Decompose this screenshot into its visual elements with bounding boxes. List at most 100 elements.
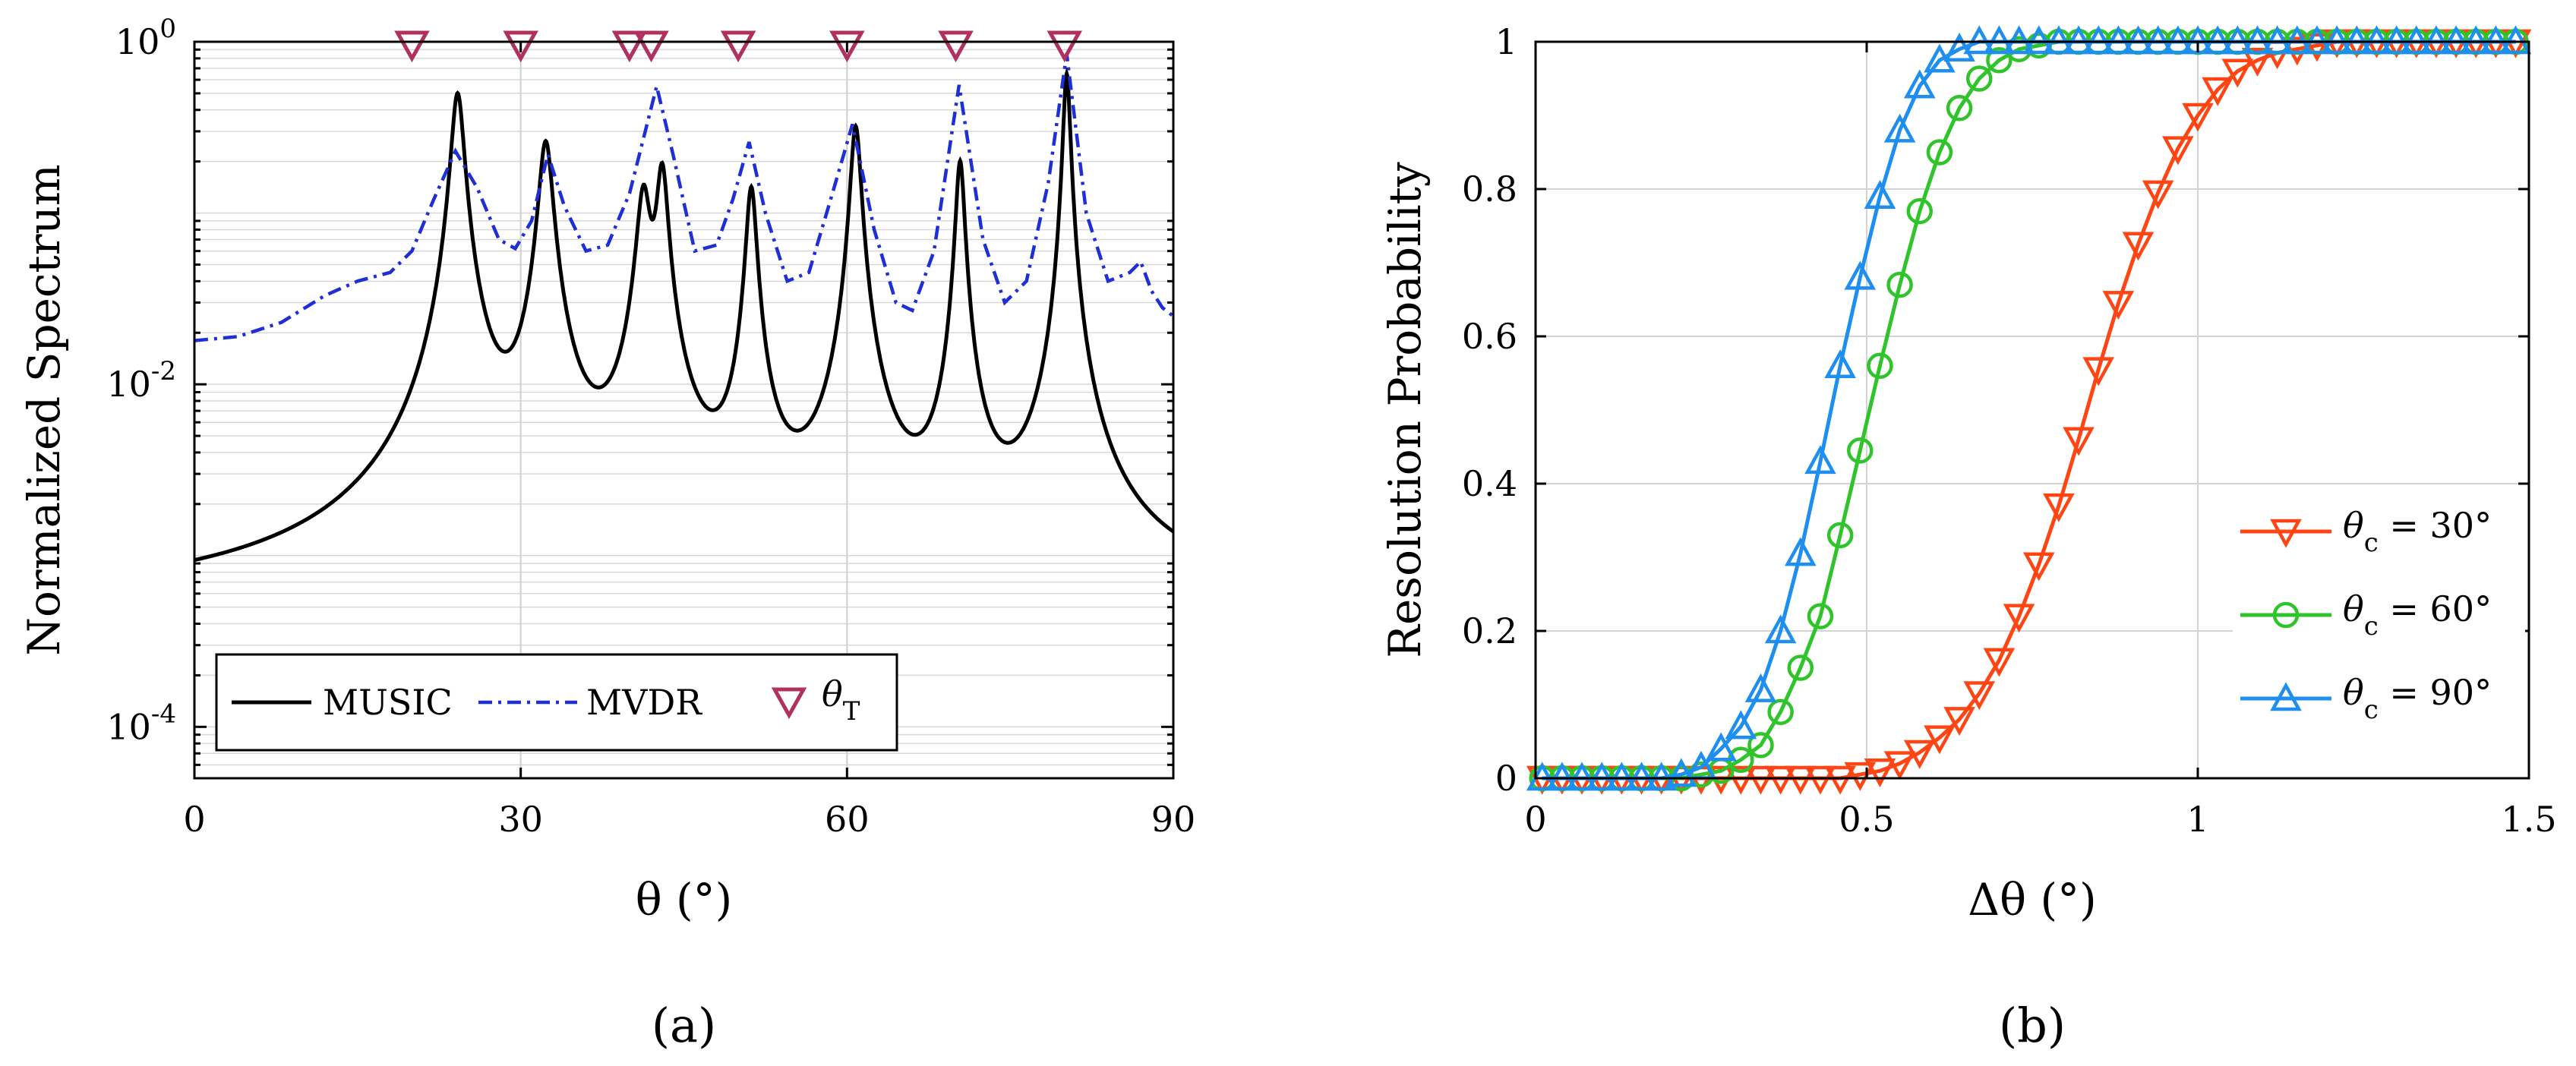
true-angle-marker (633, 30, 669, 63)
true-angle-marker (611, 30, 648, 63)
legend-theta-label: θT (822, 673, 860, 727)
legend-label-rest: = 60° (2379, 588, 2492, 629)
y-tick-base: 10 (106, 706, 151, 747)
data-point (2082, 357, 2114, 386)
data-point (1807, 603, 1834, 629)
data-point (1785, 537, 1817, 566)
x-tick-label: 0 (183, 799, 205, 840)
data-point (2102, 291, 2135, 320)
data-point (1864, 758, 1896, 787)
data-point (1926, 139, 1953, 166)
data-point (1847, 437, 1874, 464)
legend-label: θc = 60° (2343, 588, 2492, 642)
data-point (2221, 58, 2254, 88)
data-point (1886, 271, 1913, 298)
data-point (2022, 552, 2055, 582)
data-point (2043, 493, 2075, 522)
x-tick-label: 1.5 (2501, 799, 2556, 840)
data-point (1983, 648, 2016, 677)
tick-marks (1534, 40, 2530, 780)
data-point (1963, 681, 1996, 711)
x-tick-label: 1 (2186, 799, 2208, 840)
y-tick-label: 0.8 (1462, 169, 1517, 210)
legend-theta-sub: T (843, 696, 860, 727)
data-point (2202, 77, 2233, 106)
data-point (1844, 260, 1877, 290)
data-point (1826, 522, 1854, 549)
legend-label-sub: c (2364, 611, 2379, 642)
data-point (1943, 707, 1975, 736)
y-axis-label: Resolution Probability (1379, 162, 1431, 658)
y-tick-exponent: 0 (159, 14, 176, 44)
data-point (1943, 33, 1975, 62)
data-point (1924, 725, 1956, 755)
y-tick-label: 0 (1495, 758, 1517, 799)
data-point (2182, 102, 2214, 132)
legend-label: θc = 30° (2343, 505, 2492, 558)
true-angle-marker (720, 30, 756, 63)
legend-label: θc = 90° (2343, 672, 2492, 725)
series-music-line (194, 66, 1175, 563)
data-point (1824, 349, 1856, 379)
data-point (1965, 65, 1993, 92)
legend-label-main: θ (2343, 672, 2364, 713)
data-point (2270, 682, 2302, 711)
data-point (1946, 95, 1973, 121)
x-axis-label: θ (°) (636, 874, 733, 926)
data-point (1867, 352, 1893, 380)
y-tick-label: 0.4 (1462, 463, 1517, 504)
true-angle-marker (829, 30, 865, 63)
legend-label-main: θ (2343, 588, 2364, 629)
x-axis-label: Δθ (°) (1968, 874, 2097, 926)
y-tick-base: 10 (115, 21, 160, 62)
data-point (1787, 654, 1814, 681)
y-tick-label: 10-4 (106, 699, 176, 747)
data-point (2241, 48, 2274, 77)
legend-label-rest: = 90° (2379, 672, 2492, 713)
data-point (1744, 673, 1777, 702)
y-tick-label: 0.6 (1462, 316, 1517, 357)
panel-b-chart: 0 0.5 1 1.5 0 0.2 0.4 0.6 0.8 1 Δθ (°) Resolution P… (1379, 21, 2557, 1053)
data-point (1883, 751, 1916, 781)
legend-music-label: MUSIC (323, 682, 453, 723)
true-angle-marker (503, 30, 538, 63)
y-tick-label: 10-2 (106, 356, 176, 405)
data-point (1804, 445, 1836, 475)
data-point (1705, 732, 1737, 762)
data-point (2301, 33, 2333, 62)
data-point (2272, 601, 2300, 629)
data-point (2270, 519, 2302, 548)
y-tick-label: 1 (1495, 21, 1517, 62)
true-angle-marker (938, 30, 974, 63)
data-point (1906, 197, 1934, 225)
tick-marks (193, 40, 1175, 778)
x-tick-label: 90 (1151, 799, 1196, 840)
data-point (1864, 180, 1896, 209)
legend-mvdr-label: MVDR (586, 682, 702, 723)
data-point (2162, 136, 2194, 166)
x-tick-label: 0 (1524, 799, 1546, 840)
data-point (2003, 604, 2035, 633)
panel-label-b: (b) (1999, 998, 2066, 1053)
data-point (1903, 69, 1936, 99)
legend-label-sub: c (2364, 528, 2379, 558)
x-tick-label: 30 (498, 799, 543, 840)
y-tick-label: 100 (115, 14, 176, 62)
true-angle-marker (394, 30, 430, 63)
legend-label-main: θ (2343, 505, 2364, 546)
legend-label-sub: c (2364, 695, 2379, 725)
data-point (2063, 427, 2095, 456)
x-tick-label: 0.5 (1839, 799, 1894, 840)
y-tick-base: 10 (106, 364, 151, 405)
data-point (1986, 47, 2012, 74)
data-point (2142, 180, 2174, 210)
legend-theta-main: θ (822, 673, 843, 714)
x-tick-label: 60 (825, 799, 870, 840)
y-tick-label: 0.2 (1462, 610, 1517, 651)
y-tick-exponent: -2 (151, 356, 176, 386)
legend-label-rest: = 30° (2379, 505, 2492, 546)
data-point (1764, 614, 1797, 644)
true-angle-markers (394, 30, 1083, 63)
data-point (1903, 740, 1936, 769)
